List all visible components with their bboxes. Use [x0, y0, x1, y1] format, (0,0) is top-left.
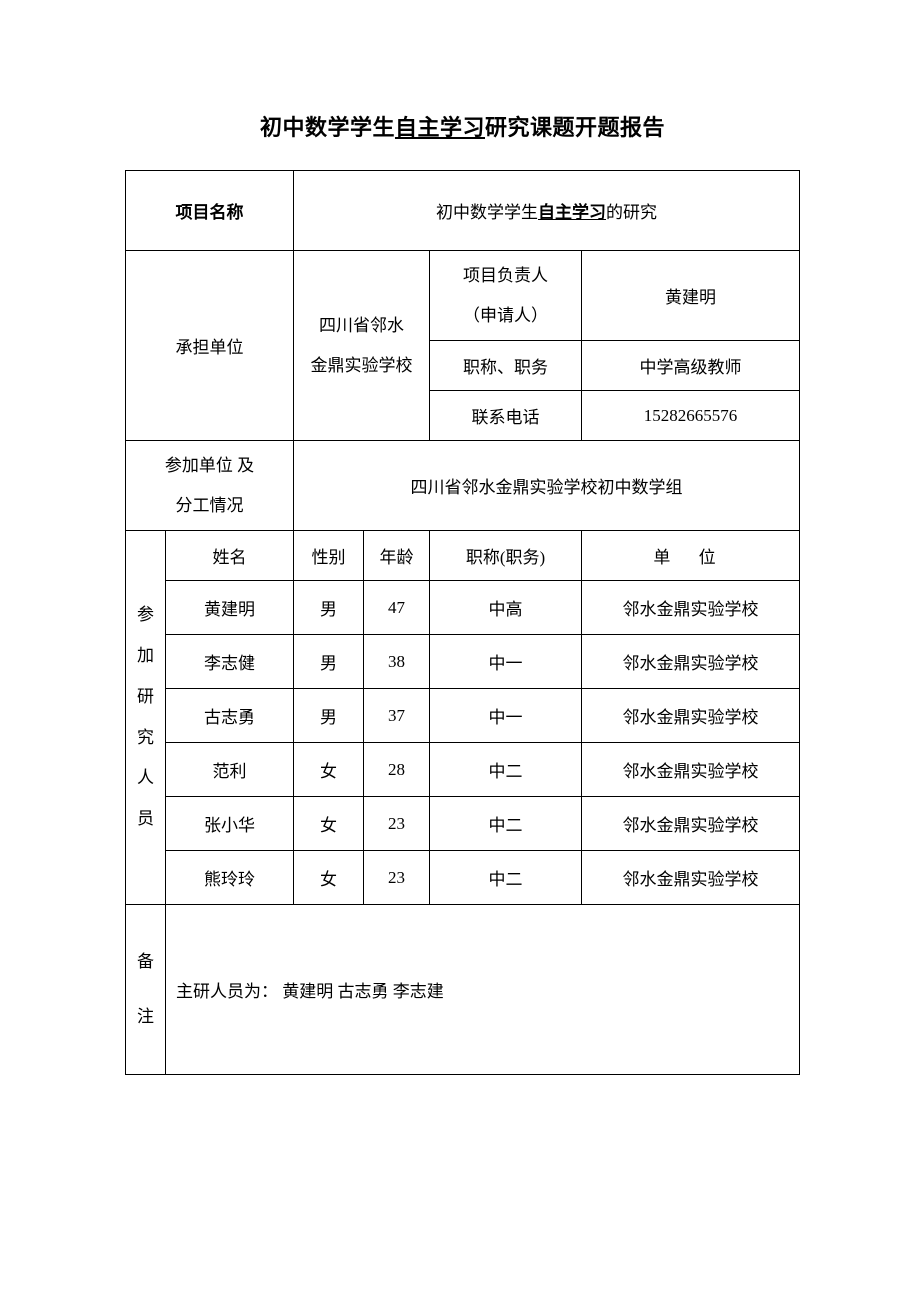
project-post: 的研究: [606, 203, 657, 222]
cell-unit: 邻水金鼎实验学校: [582, 635, 800, 689]
cell-gender: 女: [294, 797, 364, 851]
cell-gender: 女: [294, 743, 364, 797]
title-underline: 自主学习: [395, 115, 485, 140]
table-row: 李志健 男 38 中一 邻水金鼎实验学校: [126, 635, 800, 689]
participating-line1: 参加单位 及: [165, 456, 254, 475]
cell-unit: 邻水金鼎实验学校: [582, 581, 800, 635]
note-char: 注: [137, 1007, 154, 1026]
header-unit-text: 单 位: [653, 548, 727, 567]
researchers-char: 研: [137, 687, 154, 706]
label-project-name: 项目名称: [126, 171, 294, 251]
value-phone: 15282665576: [582, 391, 800, 441]
table-row: 古志勇 男 37 中一 邻水金鼎实验学校: [126, 689, 800, 743]
header-name: 姓名: [166, 531, 294, 581]
undertaker-line1: 四川省邻水: [319, 316, 404, 335]
table-row: 熊玲玲 女 23 中二 邻水金鼎实验学校: [126, 851, 800, 905]
researchers-char: 员: [137, 809, 154, 828]
cell-gender: 男: [294, 581, 364, 635]
value-project-name: 初中数学学生自主学习的研究: [294, 171, 800, 251]
researchers-char: 参: [137, 605, 154, 624]
cell-pos: 中一: [430, 689, 582, 743]
header-age: 年龄: [364, 531, 430, 581]
value-title-pos: 中学高级教师: [582, 341, 800, 391]
header-gender: 性别: [294, 531, 364, 581]
cell-pos: 中高: [430, 581, 582, 635]
table-row: 范利 女 28 中二 邻水金鼎实验学校: [126, 743, 800, 797]
cell-unit: 邻水金鼎实验学校: [582, 743, 800, 797]
table-row: 参 加 研 究 人 员 姓名 性别 年龄 职称(职务) 单 位: [126, 531, 800, 581]
cell-age: 23: [364, 851, 430, 905]
cell-unit: 邻水金鼎实验学校: [582, 851, 800, 905]
value-note: 主研人员为： 黄建明 古志勇 李志建: [166, 905, 800, 1075]
cell-unit: 邻水金鼎实验学校: [582, 797, 800, 851]
document-title: 初中数学学生自主学习研究课题开题报告: [125, 110, 800, 142]
cell-unit: 邻水金鼎实验学校: [582, 689, 800, 743]
table-row: 承担单位 四川省邻水 金鼎实验学校 项目负责人 （申请人） 黄建明: [126, 251, 800, 341]
cell-age: 37: [364, 689, 430, 743]
cell-age: 38: [364, 635, 430, 689]
project-bold: 自主学习: [538, 203, 606, 222]
cell-age: 47: [364, 581, 430, 635]
researchers-char: 加: [137, 646, 154, 665]
label-leader: 项目负责人 （申请人）: [430, 251, 582, 341]
cell-pos: 中一: [430, 635, 582, 689]
label-researchers: 参 加 研 究 人 员: [126, 531, 166, 905]
value-participating: 四川省邻水金鼎实验学校初中数学组: [294, 441, 800, 531]
participating-line2: 分工情况: [176, 496, 244, 515]
value-undertaker: 四川省邻水 金鼎实验学校: [294, 251, 430, 441]
label-participating: 参加单位 及 分工情况: [126, 441, 294, 531]
cell-name: 范利: [166, 743, 294, 797]
cell-gender: 女: [294, 851, 364, 905]
title-mid: 研究: [485, 115, 530, 140]
table-row: 参加单位 及 分工情况 四川省邻水金鼎实验学校初中数学组: [126, 441, 800, 531]
label-undertaker: 承担单位: [126, 251, 294, 441]
label-title-pos: 职称、职务: [430, 341, 582, 391]
report-table: 项目名称 初中数学学生自主学习的研究 承担单位 四川省邻水 金鼎实验学校 项目负…: [125, 170, 800, 1075]
project-pre: 初中数学学生: [436, 203, 538, 222]
undertaker-line2: 金鼎实验学校: [311, 356, 413, 375]
leader-sub: （申请人）: [463, 306, 548, 325]
researchers-char: 人: [137, 768, 154, 787]
leader-label: 项目负责人: [463, 266, 548, 285]
table-row: 备 注 主研人员为： 黄建明 古志勇 李志建: [126, 905, 800, 1075]
cell-name: 熊玲玲: [166, 851, 294, 905]
researchers-char: 究: [137, 728, 154, 747]
note-char: 备: [137, 952, 154, 971]
cell-pos: 中二: [430, 851, 582, 905]
table-row: 黄建明 男 47 中高 邻水金鼎实验学校: [126, 581, 800, 635]
cell-age: 28: [364, 743, 430, 797]
table-row: 项目名称 初中数学学生自主学习的研究: [126, 171, 800, 251]
cell-name: 黄建明: [166, 581, 294, 635]
cell-name: 李志健: [166, 635, 294, 689]
cell-name: 古志勇: [166, 689, 294, 743]
label-phone: 联系电话: [430, 391, 582, 441]
cell-gender: 男: [294, 635, 364, 689]
header-unit: 单 位: [582, 531, 800, 581]
cell-age: 23: [364, 797, 430, 851]
label-note: 备 注: [126, 905, 166, 1075]
title-pre: 初中数学学生: [260, 115, 395, 140]
cell-name: 张小华: [166, 797, 294, 851]
cell-pos: 中二: [430, 797, 582, 851]
cell-gender: 男: [294, 689, 364, 743]
value-leader: 黄建明: [582, 251, 800, 341]
cell-pos: 中二: [430, 743, 582, 797]
header-pos: 职称(职务): [430, 531, 582, 581]
title-post: 课题开题报告: [530, 115, 665, 140]
table-row: 张小华 女 23 中二 邻水金鼎实验学校: [126, 797, 800, 851]
